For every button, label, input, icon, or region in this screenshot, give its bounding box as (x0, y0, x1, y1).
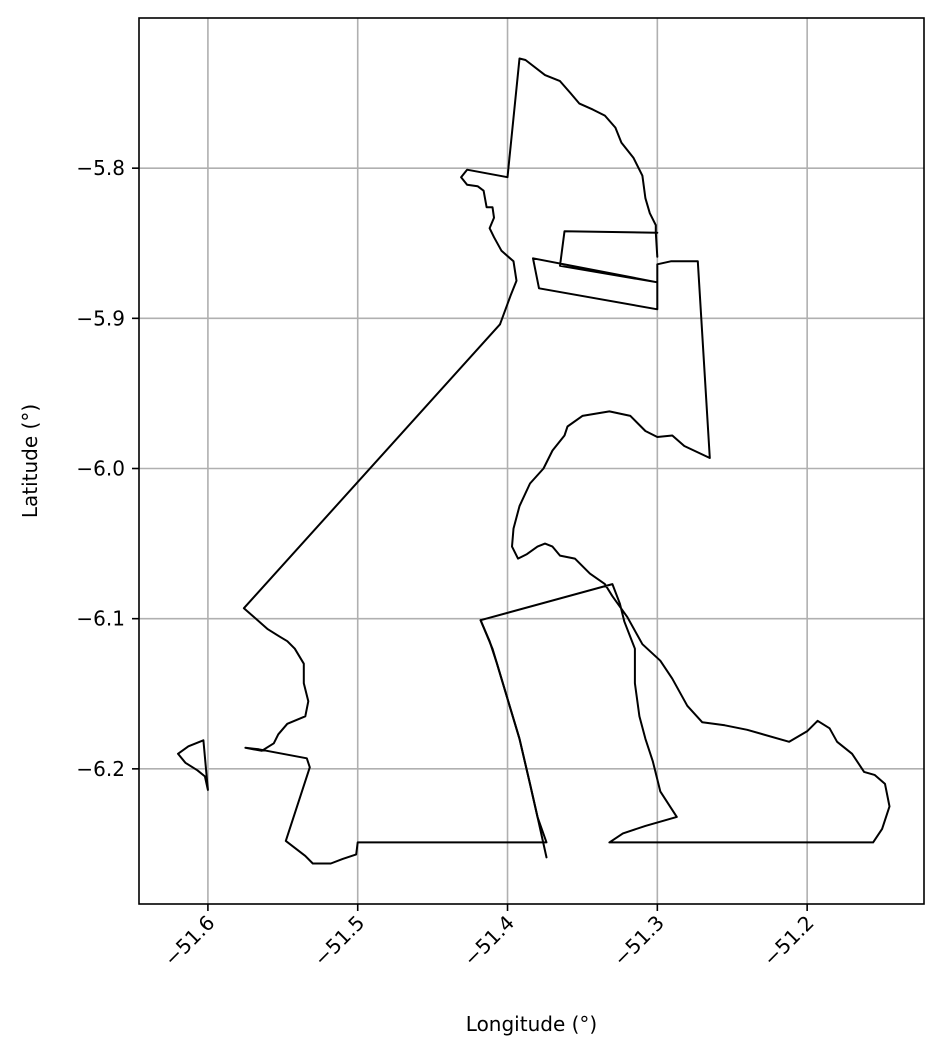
y-axis-label: Latitude (°) (18, 404, 42, 518)
y-tick-label: −5.8 (76, 156, 125, 180)
x-tick-label: −51.6 (159, 911, 219, 971)
x-tick-label: −51.5 (309, 911, 369, 971)
main-boundary (460, 57, 659, 326)
x-axis-label: Longitude (°) (466, 1012, 597, 1036)
x-axis-ticks: −51.6 −51.5 −51.4 −51.3 −51.2 (159, 904, 819, 971)
west-island (177, 739, 209, 791)
y-tick-label: −5.9 (76, 306, 125, 330)
plot-frame (138, 17, 925, 905)
y-tick-label: −6.0 (76, 457, 125, 481)
y-tick-label: −6.2 (76, 757, 125, 781)
south-lines (479, 619, 548, 859)
grid-lines (139, 18, 924, 904)
west-boundary (242, 230, 891, 865)
x-tick-label: −51.3 (609, 911, 669, 971)
boundary-lines (177, 57, 891, 865)
x-tick-label: −51.2 (758, 911, 818, 971)
y-axis-ticks: −5.8 −5.9 −6.0 −6.1 −6.2 (76, 156, 139, 781)
y-tick-label: −6.1 (76, 607, 125, 631)
x-tick-label: −51.4 (459, 911, 519, 971)
